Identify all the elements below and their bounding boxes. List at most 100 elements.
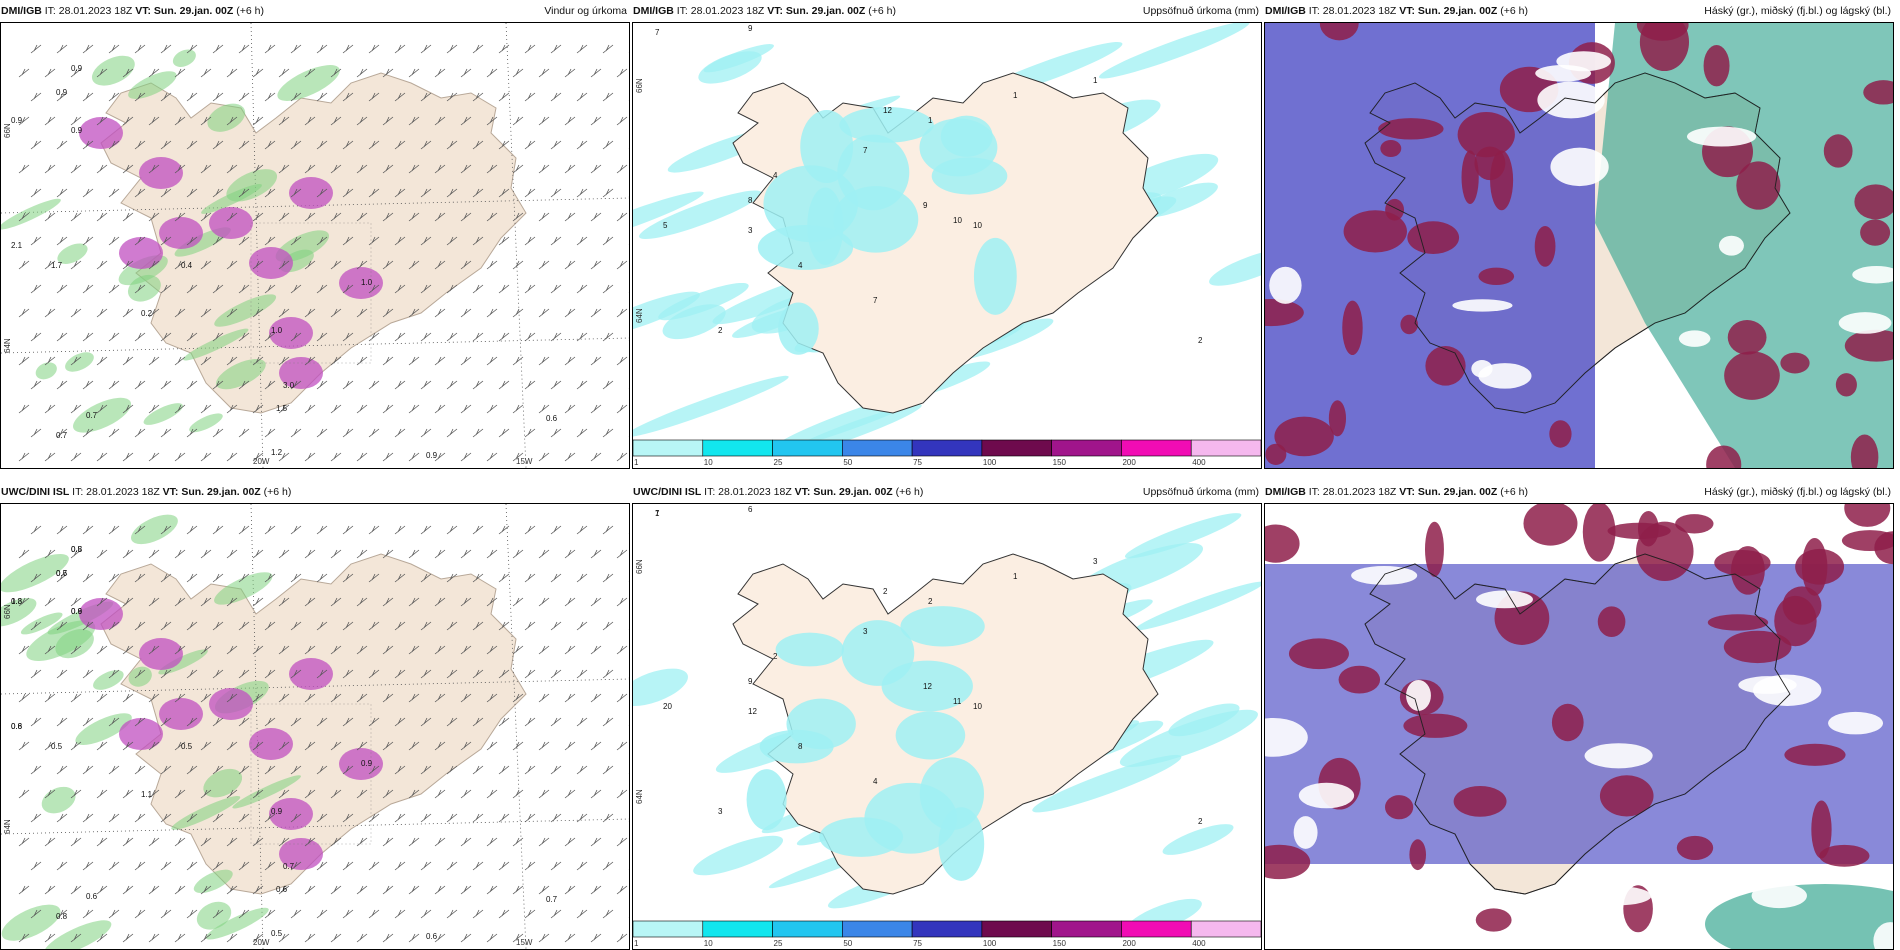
wind-barb (538, 164, 550, 174)
wind-barb (174, 116, 186, 126)
wind-barb (460, 597, 472, 607)
wind-barb (212, 669, 224, 679)
wind-barb (576, 909, 588, 919)
wind-barb (160, 669, 172, 679)
wind-barb (278, 693, 290, 703)
wind-barb (472, 140, 484, 150)
clear-area (1686, 126, 1757, 147)
lon-label: 15W (516, 938, 533, 947)
colorbar-segment (842, 439, 913, 457)
wind-barb (460, 837, 472, 847)
wind-barb (238, 813, 250, 823)
wind-barb (472, 188, 484, 198)
wind-barb (342, 669, 354, 679)
wind-barb (56, 332, 68, 342)
wind-barb (602, 188, 614, 198)
wind-barb (460, 164, 472, 174)
wind-barb (252, 741, 264, 751)
wind-barb (434, 741, 446, 751)
wind-barb (368, 140, 380, 150)
wind-barb (524, 861, 536, 871)
wind-barb (186, 140, 198, 150)
lead-label: (+6 h) (1500, 5, 1528, 17)
wind-barb (342, 92, 354, 102)
wind-barb (252, 356, 264, 366)
wind-barb (134, 236, 146, 246)
wind-barb (252, 404, 264, 414)
precip-area (746, 769, 787, 831)
wind-barb (70, 116, 82, 126)
wind-barb (108, 44, 120, 54)
map-frame[interactable] (1264, 22, 1894, 469)
wind-barb (486, 164, 498, 174)
wind-barb (134, 765, 146, 775)
wind-barb (238, 525, 250, 535)
wind-barb (304, 356, 316, 366)
wind-barb (342, 44, 354, 54)
map-frame[interactable] (1264, 503, 1894, 950)
wind-barb (30, 573, 42, 583)
wind-barb (590, 837, 602, 847)
low-cloud-area (1703, 45, 1730, 87)
wind-barb (186, 525, 198, 535)
value-label: 4 (773, 171, 778, 180)
map-frame[interactable]: 0.8 0.7 1.3 0.9 0.6 0.5 0.5 0.9 0.9 0.7 0.6 0.6 0.8 0… (0, 503, 630, 950)
low-cloud-area (1727, 320, 1767, 355)
wind-barb (30, 380, 42, 390)
value-label: 7 (863, 146, 868, 155)
map-frame[interactable]: 0.9 0.9 0.9 0.9 2.1 1.7 0.4 1.0 1.0 3.0 1.5 0.7 0.7 0… (0, 22, 630, 469)
value-label: 12 (883, 106, 892, 115)
wind-barb (122, 356, 134, 366)
value-label: 2 (928, 597, 933, 606)
wind-barb (512, 597, 524, 607)
low-cloud-area (1338, 665, 1381, 694)
wind-barb (368, 188, 380, 198)
wind-barb (82, 380, 94, 390)
wind-barb (160, 428, 172, 438)
value-label: 2.1 (11, 241, 23, 250)
wind-barb (602, 861, 614, 871)
wind-barb (304, 116, 316, 126)
low-cloud-area (1380, 139, 1402, 158)
wind-barb (56, 140, 68, 150)
wind-barb (590, 308, 602, 318)
wind-barb (174, 597, 186, 607)
wind-barb (512, 356, 524, 366)
wind-barb (316, 573, 328, 583)
wind-barb (550, 813, 562, 823)
wind-barb (44, 933, 56, 943)
wind-barb (278, 837, 290, 847)
wind-barb (200, 693, 212, 703)
wind-barb (226, 933, 238, 943)
low-cloud-area (1523, 504, 1578, 546)
wind-barb (30, 92, 42, 102)
precip-light-area (201, 184, 262, 214)
wind-barb (486, 452, 498, 462)
wind-barb (134, 284, 146, 294)
value-label: 0.7 (283, 862, 295, 871)
value-label: 3 (1093, 557, 1098, 566)
clear-area (1678, 330, 1711, 347)
wind-barb (460, 404, 472, 414)
wind-barb (616, 549, 628, 559)
wind-barb (330, 164, 342, 174)
wind-barb (304, 837, 316, 847)
wind-barb (82, 669, 94, 679)
map-frame[interactable]: 7 6 3 1 2 2 3 2 9 12 11 10 20 12 8 4 3 2 1 66N 64N 1 10 25 50 75 1… (632, 503, 1262, 950)
wind-barb (160, 861, 172, 871)
wind-barb (238, 861, 250, 871)
low-cloud-area (1835, 373, 1857, 397)
wind-barb (368, 284, 380, 294)
clear-area (1537, 81, 1605, 119)
wind-barb (148, 549, 160, 559)
value-label: 10 (973, 221, 982, 230)
map-frame[interactable]: 7 9 1 1 1 12 7 4 8 9 10 10 5 3 4 7 2 2 66N 64N 1 10 25 50 75 100 1… (632, 22, 1262, 469)
wind-barb (550, 92, 562, 102)
wind-barb (356, 789, 368, 799)
wind-barb (226, 885, 238, 895)
value-label: 8 (748, 196, 753, 205)
wind-barb (368, 380, 380, 390)
wind-barb (616, 645, 628, 655)
wind-barb (186, 813, 198, 823)
wind-barb (316, 717, 328, 727)
